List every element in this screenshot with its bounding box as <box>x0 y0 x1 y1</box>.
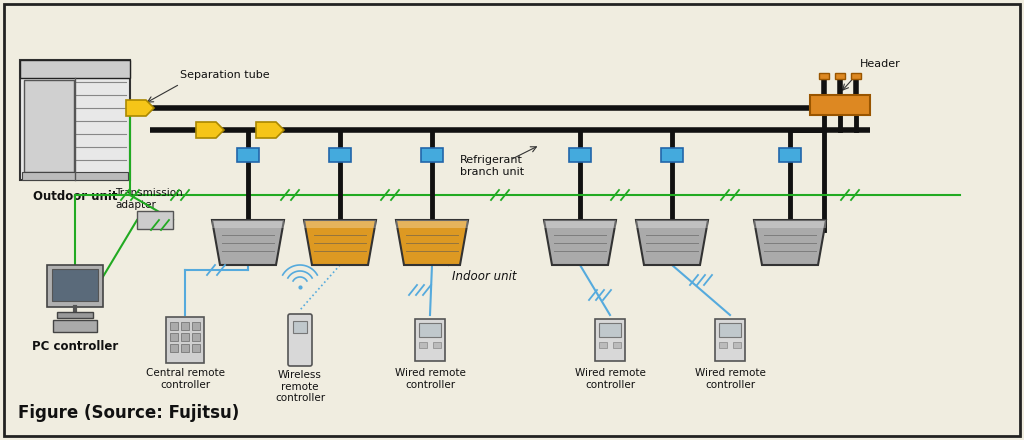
Text: Refrigerant
branch unit: Refrigerant branch unit <box>460 155 524 176</box>
Polygon shape <box>126 100 154 116</box>
Bar <box>57 312 93 318</box>
Bar <box>613 342 621 348</box>
Bar <box>595 319 625 361</box>
Bar <box>193 322 200 330</box>
Text: Wired remote
controller: Wired remote controller <box>394 368 466 389</box>
Bar <box>20 60 130 78</box>
Bar <box>181 344 189 352</box>
Polygon shape <box>754 220 826 265</box>
Polygon shape <box>212 220 284 265</box>
Bar <box>636 220 708 228</box>
Text: Outdoor unit: Outdoor unit <box>33 190 118 203</box>
Bar <box>544 220 616 228</box>
Polygon shape <box>544 220 616 265</box>
Bar <box>719 342 727 348</box>
Bar <box>733 342 741 348</box>
Bar <box>419 342 427 348</box>
Text: Wireless
remote
controller: Wireless remote controller <box>274 370 325 403</box>
Bar <box>181 333 189 341</box>
Bar <box>569 148 591 162</box>
Bar <box>166 317 204 363</box>
Bar <box>719 323 741 337</box>
Bar <box>662 148 683 162</box>
Bar <box>304 220 376 228</box>
Bar <box>851 73 861 79</box>
Bar <box>237 148 259 162</box>
FancyBboxPatch shape <box>288 314 312 366</box>
Bar <box>329 148 351 162</box>
Bar <box>754 220 826 228</box>
Polygon shape <box>396 220 468 265</box>
Text: PC controller: PC controller <box>32 340 118 353</box>
Bar <box>599 342 607 348</box>
Bar <box>212 220 284 228</box>
Bar <box>47 265 103 307</box>
Bar <box>20 60 130 180</box>
Bar <box>52 269 98 301</box>
Bar <box>396 220 468 228</box>
Bar <box>715 319 745 361</box>
Text: Wired remote
controller: Wired remote controller <box>694 368 765 389</box>
Polygon shape <box>304 220 376 265</box>
Text: Indoor unit: Indoor unit <box>452 270 516 283</box>
Bar <box>421 148 443 162</box>
Bar <box>810 95 870 115</box>
Bar <box>415 319 445 361</box>
Bar <box>24 80 74 172</box>
Bar <box>819 73 829 79</box>
Bar <box>170 344 178 352</box>
Bar <box>419 323 441 337</box>
Bar <box>137 211 173 229</box>
Text: Transmission
adapter: Transmission adapter <box>115 188 182 210</box>
Bar <box>170 333 178 341</box>
Polygon shape <box>256 122 284 138</box>
Bar <box>193 333 200 341</box>
Bar <box>53 320 97 332</box>
Text: Figure (Source: Fujitsu): Figure (Source: Fujitsu) <box>18 404 240 422</box>
Text: Wired remote
controller: Wired remote controller <box>574 368 645 389</box>
Bar <box>193 344 200 352</box>
Bar <box>22 172 128 180</box>
Text: Central remote
controller: Central remote controller <box>145 368 224 389</box>
Bar <box>779 148 801 162</box>
Bar <box>293 321 307 333</box>
Bar <box>433 342 441 348</box>
Text: Header: Header <box>860 59 901 69</box>
Bar <box>835 73 845 79</box>
Bar <box>599 323 621 337</box>
Polygon shape <box>196 122 224 138</box>
Bar <box>181 322 189 330</box>
Polygon shape <box>636 220 708 265</box>
Text: Separation tube: Separation tube <box>180 70 269 80</box>
Bar <box>170 322 178 330</box>
